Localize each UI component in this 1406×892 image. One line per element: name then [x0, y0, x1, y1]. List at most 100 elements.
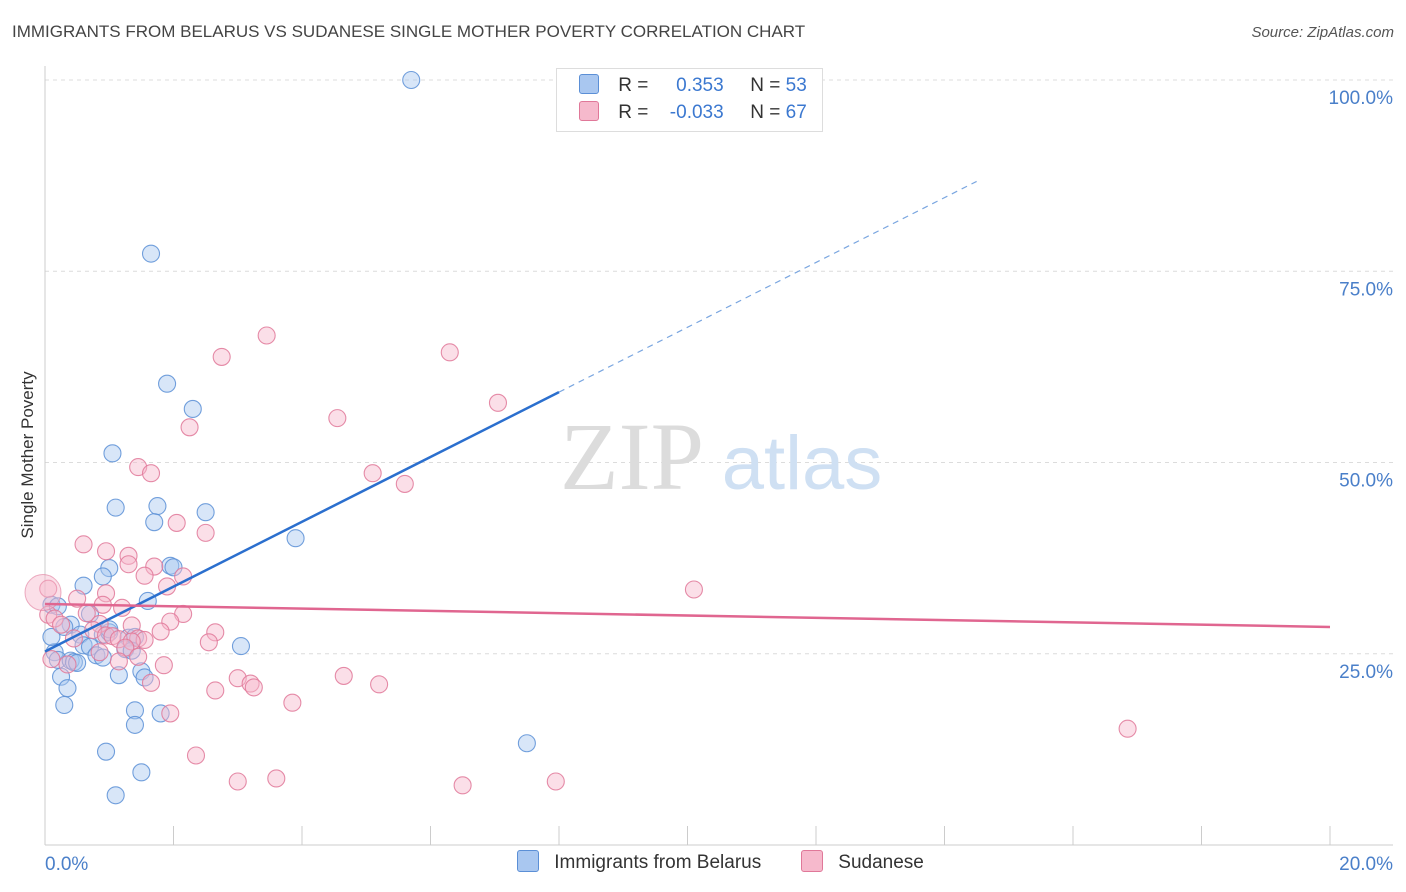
point-belarus: [141, 244, 161, 263]
legend-swatch-sudanese: [801, 850, 823, 872]
point-sudanese: [141, 673, 161, 692]
point-sudanese: [196, 523, 215, 542]
point-sudanese: [186, 746, 206, 765]
chart-title: IMMIGRANTS FROM BELARUS VS SUDANESE SING…: [12, 22, 806, 41]
stats-swatch-sudanese: [579, 100, 599, 121]
legend-item-sudanese: Sudanese: [801, 850, 924, 874]
point-belarus: [58, 679, 77, 698]
point-sudanese: [145, 557, 164, 576]
point-sudanese: [546, 772, 565, 791]
point-sudanese: [154, 656, 173, 675]
trendline-belarus-extension: [558, 180, 977, 393]
point-sudanese: [206, 681, 225, 700]
point-sudanese: [334, 666, 353, 685]
point-sudanese: [180, 418, 199, 437]
stats-n-label: N =: [750, 75, 781, 96]
stats-r-value: -0.033: [669, 102, 724, 123]
point-sudanese: [141, 464, 161, 483]
points-layer: [24, 70, 1137, 805]
point-sudanese: [328, 409, 347, 428]
point-sudanese: [684, 580, 703, 599]
point-sudanese: [161, 704, 180, 723]
point-sudanese: [90, 643, 109, 662]
point-sudanese: [119, 555, 138, 574]
watermark-atlas: atlas: [722, 421, 883, 506]
y-tick-label: 75.0%: [1339, 279, 1393, 300]
point-sudanese: [395, 474, 414, 493]
point-belarus: [196, 503, 215, 522]
stats-row-belarus: R = 0.353 N = 53: [579, 73, 807, 99]
point-belarus: [106, 786, 125, 805]
stats-r-label: R =: [618, 102, 649, 123]
point-sudanese: [161, 612, 180, 631]
point-sudanese: [228, 772, 247, 791]
point-belarus: [183, 399, 202, 419]
point-belarus: [42, 627, 61, 646]
point-sudanese: [58, 655, 77, 674]
point-belarus: [106, 498, 125, 517]
stats-row-sudanese: R = -0.033 N = 67: [579, 100, 807, 126]
legend-item-belarus: Immigrants from Belarus: [517, 850, 761, 874]
watermark-zip: ZIP: [560, 403, 704, 510]
tick-label-layer: 25.0% 50.0% 75.0% 100.0% 0.0% 20.0%: [45, 88, 1393, 875]
point-sudanese: [96, 542, 116, 561]
point-belarus: [151, 704, 170, 723]
stats-swatch-belarus: [579, 73, 599, 94]
point-sudanese: [42, 650, 61, 669]
point-belarus: [96, 742, 116, 761]
x-tick-label: 0.0%: [45, 854, 88, 875]
point-belarus: [517, 734, 536, 753]
point-belarus: [103, 444, 122, 463]
point-belarus: [158, 374, 177, 393]
point-sudanese: [370, 675, 389, 694]
point-sudanese: [1118, 719, 1137, 738]
grid-layer: [45, 79, 1393, 655]
point-belarus: [231, 637, 251, 656]
point-belarus: [145, 513, 164, 532]
point-sudanese: [267, 769, 286, 788]
point-sudanese: [488, 393, 508, 412]
chart-source: Source: ZipAtlas.com: [1251, 24, 1394, 41]
point-belarus: [55, 695, 74, 715]
point-belarus: [74, 636, 93, 655]
point-belarus: [125, 701, 144, 720]
y-axis-label: Single Mother Poverty: [18, 371, 37, 539]
stats-n-label: N =: [750, 102, 781, 123]
trend-layer: [44, 180, 1331, 653]
stats-n-value: 53: [785, 75, 807, 96]
y-tick-label: 25.0%: [1339, 662, 1393, 683]
point-sudanese: [129, 647, 148, 666]
trendline-sudanese: [44, 602, 1331, 629]
point-belarus: [68, 653, 87, 672]
point-belarus: [286, 529, 305, 548]
point-sudanese: [199, 633, 218, 652]
point-sudanese: [167, 513, 186, 532]
point-sudanese: [151, 622, 170, 641]
point-sudanese: [363, 464, 382, 483]
point-sudanese: [244, 678, 263, 697]
watermark: ZIP atlas: [560, 403, 882, 510]
point-sudanese: [453, 776, 472, 795]
stats-box: R = 0.353 N = 53 R = -0.033 N = 67: [556, 68, 823, 132]
point-belarus: [93, 567, 112, 586]
point-sudanese: [206, 623, 225, 642]
stats-r-value: 0.353: [676, 75, 724, 96]
trendline-belarus: [44, 391, 560, 653]
point-belarus: [161, 556, 180, 575]
point-sudanese: [24, 574, 62, 612]
point-sudanese: [68, 589, 87, 608]
stats-r-label: R =: [618, 75, 649, 96]
legend-label-sudanese: Sudanese: [838, 852, 924, 874]
y-tick-label: 50.0%: [1339, 471, 1393, 492]
point-sudanese: [39, 579, 58, 598]
point-sudanese: [52, 615, 71, 634]
point-sudanese: [96, 584, 116, 603]
point-belarus: [148, 497, 167, 516]
point-belarus: [132, 763, 151, 782]
point-sudanese: [74, 535, 93, 554]
point-sudanese: [257, 326, 276, 345]
point-sudanese: [109, 652, 128, 671]
axis-layer: [44, 66, 1393, 846]
point-sudanese: [135, 566, 154, 585]
